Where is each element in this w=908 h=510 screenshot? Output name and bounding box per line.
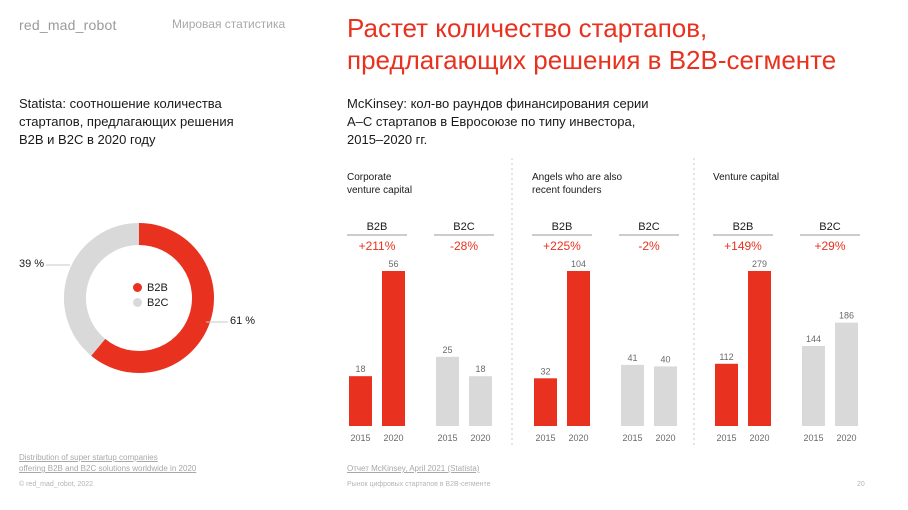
x-tick-label: 2015 <box>716 433 736 443</box>
bar-value-label: 56 <box>388 259 398 269</box>
legend-item-b2c: B2C <box>133 295 168 310</box>
bar-b2b-2015 <box>349 376 372 426</box>
panel-title-line-1: Angels who are also <box>532 172 622 183</box>
bar-value-label: 104 <box>571 259 586 269</box>
group-change-label: -28% <box>450 239 478 253</box>
page-title-line-1: Растет количество стартапов, <box>347 13 708 43</box>
x-tick-label: 2020 <box>836 433 856 443</box>
donut-legend: B2B B2C <box>133 280 168 310</box>
bars-subtitle-line-1: McKinsey: кол-во раундов финансирования … <box>347 96 649 111</box>
bar-value-label: 186 <box>839 311 854 321</box>
bars-subtitle-line-3: 2015–2020 гг. <box>347 132 428 147</box>
group-change-label: +149% <box>724 239 762 253</box>
bar-b2c-2015 <box>621 364 644 426</box>
group-label: B2B <box>552 221 573 233</box>
x-tick-label: 2020 <box>568 433 588 443</box>
donut-subtitle-line-3: B2B и B2C в 2020 году <box>19 132 156 147</box>
bars-subtitle-line-2: А–С стартапов в Евросоюзе по типу инвест… <box>347 114 636 129</box>
group-label: B2B <box>367 221 388 233</box>
group-change-label: +211% <box>359 239 396 253</box>
group-label: B2C <box>638 221 659 233</box>
donut-slice-b2c <box>64 223 140 356</box>
bars-subtitle: McKinsey: кол-во раундов финансирования … <box>347 95 687 149</box>
x-tick-label: 2015 <box>535 433 555 443</box>
panel-title-line-2: venture capital <box>347 185 412 196</box>
legend-item-b2b: B2B <box>133 280 168 295</box>
bar-value-label: 40 <box>660 354 670 364</box>
bar-b2b-2015 <box>534 378 557 426</box>
bar-value-label: 18 <box>475 364 485 374</box>
legend-swatch-b2c <box>133 298 142 307</box>
donut-slice-b2b <box>91 223 214 373</box>
x-tick-label: 2015 <box>803 433 823 443</box>
bar-b2b-2020 <box>567 271 590 426</box>
section-label: Мировая статистика <box>172 17 286 31</box>
bar-b2c-2020 <box>469 376 492 426</box>
group-label: B2B <box>733 221 754 233</box>
bar-value-label: 18 <box>355 364 365 374</box>
x-tick-label: 2015 <box>437 433 457 443</box>
bar-b2c-2020 <box>654 366 677 426</box>
group-change-label: +225% <box>543 239 581 253</box>
donut-subtitle-line-2: стартапов, предлагающих решения <box>19 114 234 129</box>
x-tick-label: 2020 <box>655 433 675 443</box>
footer-page-number: 20 <box>857 481 865 488</box>
brand-logo: red_mad_robot <box>19 17 117 33</box>
bar-b2b-2015 <box>715 363 738 426</box>
legend-swatch-b2b <box>133 283 142 292</box>
panel-title-line-1: Corporate <box>347 172 392 183</box>
panel-title-line-2: recent founders <box>532 185 602 196</box>
x-tick-label: 2015 <box>622 433 642 443</box>
panel-title-line-1: Venture capital <box>713 172 779 183</box>
b2c-value-label: 39 % <box>19 258 45 270</box>
x-tick-label: 2020 <box>749 433 769 443</box>
bar-b2c-2015 <box>436 356 459 426</box>
donut-source-line-2[interactable]: offering B2B and B2C solutions worldwide… <box>19 464 197 473</box>
footer-doc-title: Рынок цифровых стартапов в B2B-сегменте <box>347 481 491 488</box>
x-tick-label: 2020 <box>470 433 490 443</box>
legend-label-b2c: B2C <box>147 296 169 309</box>
bar-b2c-2020 <box>835 322 858 426</box>
donut-subtitle-line-1: Statista: соотношение количества <box>19 96 222 111</box>
legend-label-b2b: B2B <box>147 281 168 294</box>
page-title-line-2: предлагающих решения в B2B-сегменте <box>347 45 837 75</box>
bar-value-label: 32 <box>540 366 550 376</box>
bar-value-label: 41 <box>627 353 637 363</box>
group-change-label: +29% <box>814 239 845 253</box>
bar-value-label: 112 <box>719 352 733 362</box>
bar-b2b-2020 <box>382 271 405 426</box>
b2b-value-label: 61 % <box>230 315 256 327</box>
bar-value-label: 144 <box>806 334 821 344</box>
donut-source[interactable]: Distribution of super startup companies … <box>19 452 196 474</box>
page-title: Растет количество стартапов, предлагающи… <box>347 12 892 76</box>
bar-value-label: 279 <box>752 259 767 269</box>
donut-source-line-1[interactable]: Distribution of super startup companies <box>19 453 158 462</box>
bar-b2b-2020 <box>748 271 771 426</box>
x-tick-label: 2020 <box>383 433 403 443</box>
x-tick-label: 2015 <box>350 433 370 443</box>
group-label: B2C <box>819 221 840 233</box>
donut-subtitle: Statista: соотношение количества стартап… <box>19 95 289 149</box>
footer-copyright: © red_mad_robot, 2022 <box>19 481 94 488</box>
group-label: B2C <box>453 221 474 233</box>
bar-value-label: 25 <box>442 345 452 355</box>
bars-source[interactable]: Отчет McKinsey, April 2021 (Statista) <box>347 464 480 473</box>
donut-slices <box>64 223 214 373</box>
bar-b2c-2015 <box>802 346 825 426</box>
group-change-label: -2% <box>638 239 660 253</box>
